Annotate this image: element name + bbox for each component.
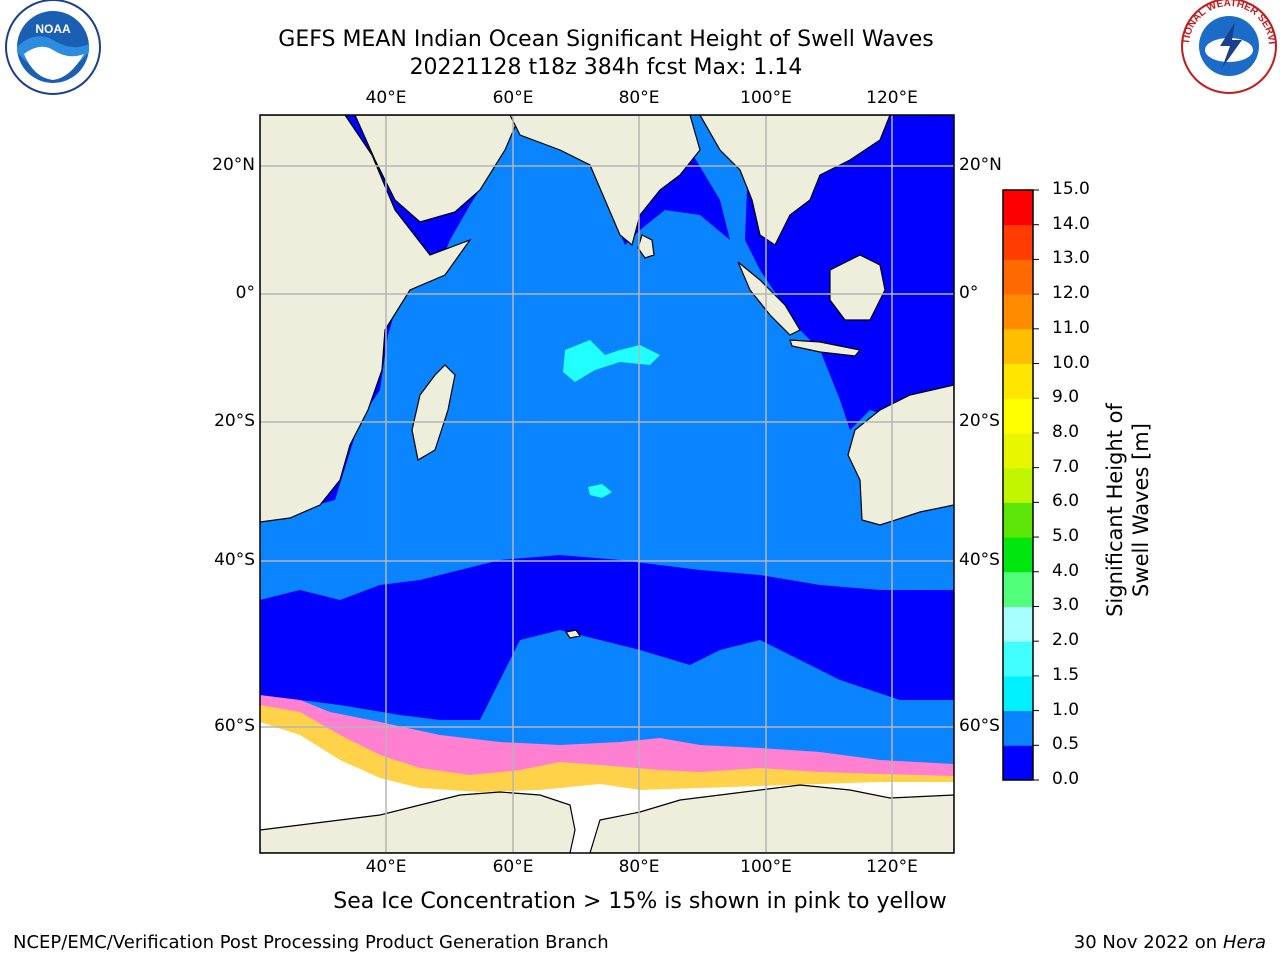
map-panel xyxy=(260,115,954,853)
chart-title: GEFS MEAN Indian Ocean Significant Heigh… xyxy=(0,26,1212,82)
lat-label-right: 40°S xyxy=(959,550,1000,570)
landmasses xyxy=(260,115,954,853)
southeast-asia xyxy=(699,115,891,246)
gridlines xyxy=(260,115,954,853)
lon-label-top: 100°E xyxy=(740,88,792,108)
lon-label-bottom: 100°E xyxy=(740,857,792,877)
colorbar-label: Significant Height of Swell Waves [m] xyxy=(1103,403,1153,617)
title-line-1: GEFS MEAN Indian Ocean Significant Heigh… xyxy=(278,27,934,52)
lat-label-right: 20°N xyxy=(959,155,1002,175)
java xyxy=(789,339,862,357)
cyan-swell-patch-small xyxy=(588,484,612,498)
colorbar-segment xyxy=(1003,467,1033,503)
map-frame xyxy=(259,114,955,854)
colorbar-segment xyxy=(1003,571,1033,607)
arabian-peninsula xyxy=(354,115,521,223)
colorbar-segment xyxy=(1003,537,1033,573)
borneo xyxy=(829,254,886,321)
svg-text:NATIONAL WEATHER SERVICE: NATIONAL WEATHER SERVICE xyxy=(0,0,1277,45)
lon-label-top: 80°E xyxy=(618,88,660,108)
colorbar-tick-label: 9.0 xyxy=(1052,387,1080,408)
india xyxy=(509,115,701,247)
noaa-logo: NOAA xyxy=(5,0,101,95)
lat-label-left: 20°S xyxy=(214,411,255,431)
lon-label-top: 120°E xyxy=(866,88,918,108)
colorbar-segment xyxy=(1003,675,1033,712)
lat-label-left: 60°S xyxy=(214,716,255,736)
colorbar-tick-label: 15.0 xyxy=(1052,179,1090,199)
antarctica xyxy=(260,791,576,853)
africa xyxy=(260,115,472,523)
colorbar-tick-label: 6.0 xyxy=(1052,491,1080,512)
kerguelen xyxy=(565,629,581,639)
lon-label-top: 60°E xyxy=(492,88,534,108)
colorbar-segment xyxy=(1003,398,1033,434)
colorbar-segment xyxy=(1003,190,1033,226)
colorbar-segment xyxy=(1003,502,1033,538)
australia xyxy=(847,384,954,526)
colorbar-tick-label: 0.5 xyxy=(1052,734,1080,755)
lat-label-left: 0° xyxy=(235,283,255,303)
colorbar-tick-label: 4.0 xyxy=(1052,560,1080,581)
colorbar-tick-label: 1.0 xyxy=(1052,699,1080,720)
colorbar-segment xyxy=(1003,259,1033,295)
colorbar-segment xyxy=(1003,328,1033,365)
colorbar-segment xyxy=(1003,224,1033,260)
lat-label-left: 20°N xyxy=(212,155,255,175)
madagascar xyxy=(411,364,456,461)
lat-label-left: 40°S xyxy=(214,550,255,570)
colorbar-segment xyxy=(1003,294,1033,330)
sea-ice-caption: Sea Ice Concentration > 15% is shown in … xyxy=(333,889,947,914)
colorbar xyxy=(1002,189,1039,781)
lon-label-bottom: 40°E xyxy=(365,857,407,877)
lon-label-bottom: 120°E xyxy=(866,857,918,877)
southern-mid-patch xyxy=(260,650,954,740)
colorbar-tick-label: 2.0 xyxy=(1052,630,1080,651)
lat-label-right: 0° xyxy=(959,283,979,303)
lat-label-right: 60°S xyxy=(959,716,1000,736)
antarctica-east xyxy=(589,784,954,853)
colorbar-segment xyxy=(1003,745,1033,781)
colorbar-segment xyxy=(1003,432,1033,469)
colorbar-tick-label: 13.0 xyxy=(1052,248,1090,269)
cyan-swell-patch xyxy=(563,340,660,382)
colorbar-tick-label: 7.0 xyxy=(1052,456,1080,477)
lon-label-bottom: 60°E xyxy=(492,857,534,877)
footer-org: NCEP/EMC/Verification Post Processing Pr… xyxy=(13,932,609,953)
southern-low-swell-band xyxy=(260,555,954,720)
nws-logo: NATIONAL WEATHER SERVICE xyxy=(0,0,1277,94)
footer-date: 30 Nov 2022 on Hera xyxy=(1074,932,1266,953)
nws-logo-text: NATIONAL WEATHER SERVICE xyxy=(0,0,1277,45)
lon-label-top: 40°E xyxy=(365,88,407,108)
sea-ice-yellow xyxy=(260,705,954,810)
colorbar-segment xyxy=(1003,363,1033,399)
footer-date-text: 30 Nov 2022 on xyxy=(1073,932,1218,953)
colorbar-segment xyxy=(1003,710,1033,746)
colorbar-tick-label: 5.0 xyxy=(1052,526,1080,547)
lon-label-bottom: 80°E xyxy=(618,857,660,877)
colorbar-frame xyxy=(1002,189,1034,781)
colorbar-tick-label: 10.0 xyxy=(1052,352,1090,373)
colorbar-tick-label: 11.0 xyxy=(1052,317,1090,338)
colorbar-tick-label: 3.0 xyxy=(1052,595,1080,616)
colorbar-segment xyxy=(1003,641,1033,677)
colorbar-tick-label: 14.0 xyxy=(1052,213,1090,234)
colorbar-tick-label: 1.5 xyxy=(1052,664,1080,685)
colorbar-tick-label: 12.0 xyxy=(1052,283,1090,304)
noaa-logo-text: NOAA xyxy=(35,22,71,36)
colorbar-tick-label: 0.0 xyxy=(1052,769,1080,789)
title-line-2: 20221128 t18z 384h fcst Max: 1.14 xyxy=(409,55,803,80)
lat-label-right: 20°S xyxy=(959,411,1000,431)
colorbar-tick-label: 8.0 xyxy=(1052,421,1080,442)
footer-machine: Hera xyxy=(1222,932,1266,953)
colorbar-segment xyxy=(1003,606,1033,642)
